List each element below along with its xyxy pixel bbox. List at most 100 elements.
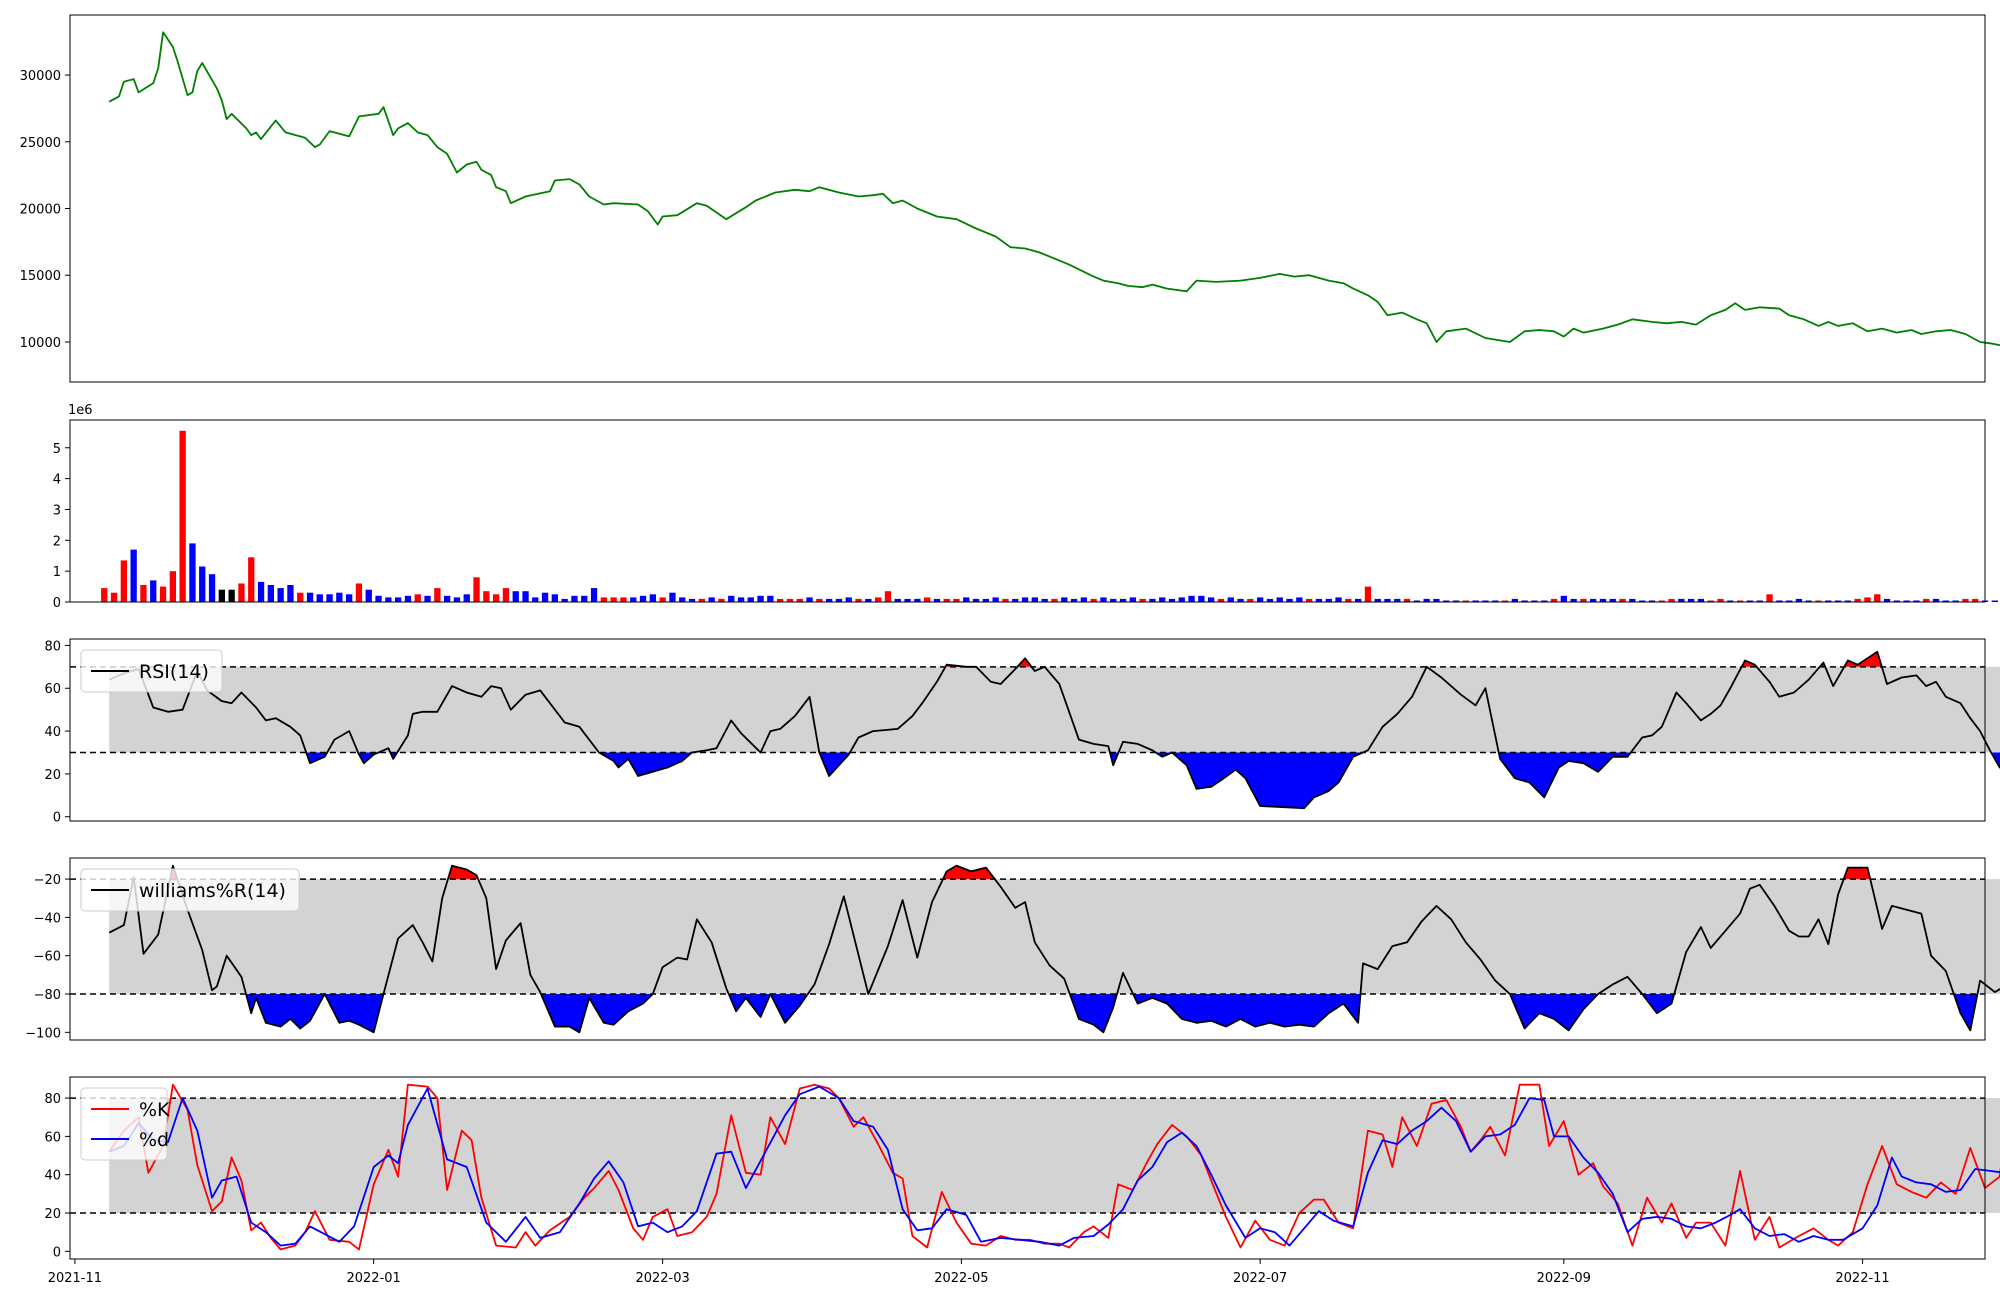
- volume-bar: [708, 597, 715, 602]
- rsi-legend: [80, 649, 223, 693]
- volume-bar: [1090, 598, 1097, 602]
- williams-r-frame: [69, 857, 1986, 1041]
- price-ytick-label: 15000: [20, 269, 61, 284]
- volume-bar: [1942, 600, 1949, 602]
- williams-r-ytick-label: −80: [34, 988, 61, 1003]
- volume-bar: [561, 598, 568, 602]
- rsi-oversold-fill: [1172, 752, 1363, 809]
- volume-bar: [1070, 598, 1078, 602]
- volume-bar: [1609, 598, 1616, 602]
- volume-ytick-label: 1: [53, 565, 61, 580]
- volume-bar: [1923, 598, 1930, 602]
- volume-bar: [1697, 598, 1705, 602]
- volume-bar: [1100, 597, 1107, 602]
- volume-bar: [189, 543, 196, 602]
- volume-bar: [1717, 598, 1724, 602]
- volume-bar: [1746, 600, 1754, 602]
- volume-bar: [169, 571, 176, 602]
- volume-bar: [992, 597, 999, 602]
- volume-bar: [1805, 600, 1812, 602]
- rsi-ytick-label: 20: [44, 768, 61, 783]
- volume-bar: [316, 594, 323, 602]
- volume-bar: [571, 595, 578, 602]
- volume-bar: [953, 598, 960, 602]
- volume-bar: [747, 597, 754, 602]
- volume-bar: [914, 598, 921, 602]
- volume-bar: [1952, 600, 1959, 602]
- volume-bar: [1648, 600, 1656, 602]
- volume-bar: [424, 595, 431, 602]
- volume-bar: [620, 597, 627, 602]
- volume-bar: [1061, 597, 1068, 602]
- volume-bar: [110, 592, 118, 602]
- rsi-ytick-label: 0: [53, 811, 61, 826]
- volume-bar: [1727, 600, 1734, 602]
- volume-bar: [1501, 600, 1509, 602]
- volume-bar: [767, 595, 774, 602]
- williams-r-oversold-fill: [1509, 994, 1599, 1031]
- volume-bar: [238, 583, 245, 602]
- volume-bar: [326, 594, 333, 602]
- date-tick-label: 2022-11: [1835, 1271, 1889, 1286]
- volume-bar: [336, 592, 343, 602]
- volume-bar: [1286, 598, 1293, 602]
- volume-bar: [1580, 598, 1587, 602]
- rsi-oversold-fill: [1498, 752, 1631, 798]
- volume-bar: [130, 549, 137, 602]
- williams-r-ytick-label: −60: [34, 950, 61, 965]
- volume-bar: [826, 598, 833, 602]
- volume-bar: [306, 592, 314, 602]
- volume-ytick-label: 0: [53, 596, 61, 611]
- volume-bar: [1962, 598, 1969, 602]
- williams-r-ytick-label: −100: [25, 1026, 61, 1041]
- volume-bar: [1560, 595, 1567, 602]
- volume-bar: [257, 581, 265, 602]
- volume-bar: [835, 598, 843, 602]
- volume-bar: [1903, 600, 1910, 602]
- volume-bar: [1276, 597, 1283, 602]
- volume-bar: [1149, 598, 1156, 602]
- volume-bar: [1325, 598, 1332, 602]
- volume-bar: [1198, 595, 1205, 602]
- volume-bar: [395, 597, 402, 602]
- volume-bar: [669, 592, 676, 602]
- volume-bar: [1129, 597, 1136, 602]
- volume-bar: [1021, 597, 1029, 602]
- volume-bar: [541, 592, 549, 602]
- volume-bar: [728, 595, 735, 602]
- volume-bar: [1893, 600, 1900, 602]
- volume-bar: [1462, 600, 1469, 602]
- volume-bar: [1217, 598, 1225, 602]
- volume-bar: [659, 597, 666, 602]
- williams-r-oversold-fill: [246, 994, 325, 1029]
- volume-bar: [884, 591, 892, 602]
- volume-bar: [1570, 598, 1577, 602]
- volume-bar: [649, 594, 656, 602]
- volume-bar: [1168, 598, 1176, 602]
- williams-r-oversold-fill: [728, 994, 771, 1017]
- volume-bar: [1345, 598, 1352, 602]
- volume-bar: [1051, 598, 1058, 602]
- volume-bar: [1874, 594, 1881, 602]
- date-tick-label: 2022-07: [1233, 1271, 1287, 1286]
- volume-bar: [1766, 594, 1773, 602]
- volume-bar: [120, 560, 127, 602]
- volume-bar: [179, 430, 186, 602]
- rsi-panel: 0 20 40 60 80 RSI(14): [44, 638, 2000, 826]
- rsi-band: [109, 666, 2000, 753]
- volume-bar: [532, 597, 539, 602]
- volume-bar: [875, 597, 882, 602]
- rsi-legend-label: RSI(14): [139, 661, 209, 683]
- volume-bar: [1913, 600, 1920, 602]
- volume-bar: [1658, 600, 1665, 602]
- volume-bar: [865, 598, 872, 602]
- volume-bar: [101, 588, 108, 602]
- volume-bar: [1159, 597, 1166, 602]
- volume-bar: [1599, 598, 1607, 602]
- volume-bar: [1080, 597, 1087, 602]
- volume-bar: [845, 597, 852, 602]
- stochastic-ytick-label: 80: [44, 1092, 61, 1107]
- volume-bar: [1394, 598, 1401, 602]
- williams-r-series-line-0: [108, 864, 2000, 1034]
- volume-bar: [1639, 600, 1646, 602]
